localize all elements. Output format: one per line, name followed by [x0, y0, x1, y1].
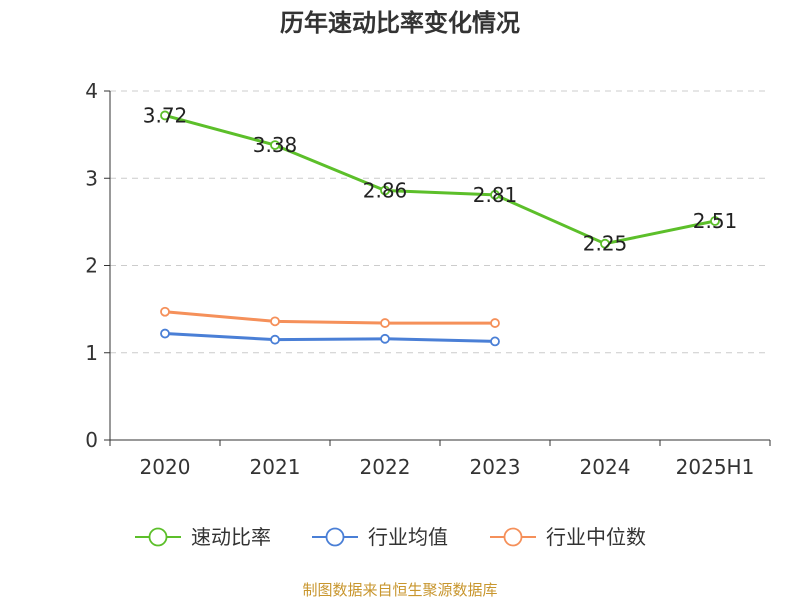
x-tick-label: 2021 — [250, 455, 301, 479]
y-tick-label: 1 — [85, 341, 98, 365]
legend-label: 速动比率 — [191, 525, 271, 549]
data-label: 3.72 — [143, 103, 188, 127]
data-point — [270, 140, 280, 150]
legend-marker — [503, 527, 523, 547]
data-point — [160, 110, 170, 121]
data-point — [160, 306, 170, 317]
data-point — [490, 336, 500, 347]
data-point — [380, 185, 390, 196]
source-note: 制图数据来自恒生聚源数据库 — [302, 581, 497, 599]
chart-title: 历年速动比率变化情况 — [280, 9, 520, 37]
data-label: 2.25 — [583, 232, 628, 256]
data-point — [600, 238, 610, 249]
series-layer — [160, 110, 720, 347]
data-label: 2.86 — [363, 178, 408, 202]
series-line — [163, 310, 497, 325]
legend-label: 行业均值 — [368, 525, 448, 549]
grid — [110, 90, 770, 354]
x-tick-label: 2024 — [580, 455, 631, 479]
legend-marker — [148, 527, 168, 547]
data-label: 2.51 — [693, 209, 738, 233]
legend-item[interactable]: 速动比率 — [135, 525, 271, 549]
data-point — [160, 328, 170, 339]
data-labels: 3.72 3.38 2.86 2.81 2.25 2.51 — [143, 103, 738, 255]
x-tick-label: 2022 — [360, 455, 411, 479]
x-tick-label: 2020 — [140, 455, 191, 479]
x-tick-label: 2023 — [470, 455, 521, 479]
data-point — [380, 318, 390, 328]
legend-label: 行业中位数 — [546, 525, 646, 549]
data-point — [490, 318, 500, 328]
series-line — [163, 332, 497, 343]
data-point — [270, 334, 280, 345]
data-label: 2.81 — [473, 183, 518, 207]
y-tick-label: 3 — [85, 166, 98, 190]
y-tick-label: 0 — [85, 428, 98, 452]
legend[interactable]: 速动比率 行业均值 行业中位数 — [135, 525, 646, 549]
axes: 0 1 2 3 4 2020 2021 2022 2023 2024 2025H1 — [85, 79, 771, 479]
data-point — [380, 333, 390, 344]
x-tick-label: 2025H1 — [676, 455, 755, 479]
legend-item[interactable]: 行业中位数 — [490, 525, 646, 549]
legend-marker — [325, 527, 345, 547]
legend-item[interactable]: 行业均值 — [312, 525, 448, 549]
series-line — [163, 113, 717, 246]
data-point — [710, 216, 720, 226]
data-point — [270, 316, 280, 327]
data-label: 3.38 — [253, 133, 298, 157]
y-tick-label: 4 — [85, 79, 98, 103]
data-point — [490, 189, 500, 200]
y-tick-label: 2 — [85, 254, 98, 278]
